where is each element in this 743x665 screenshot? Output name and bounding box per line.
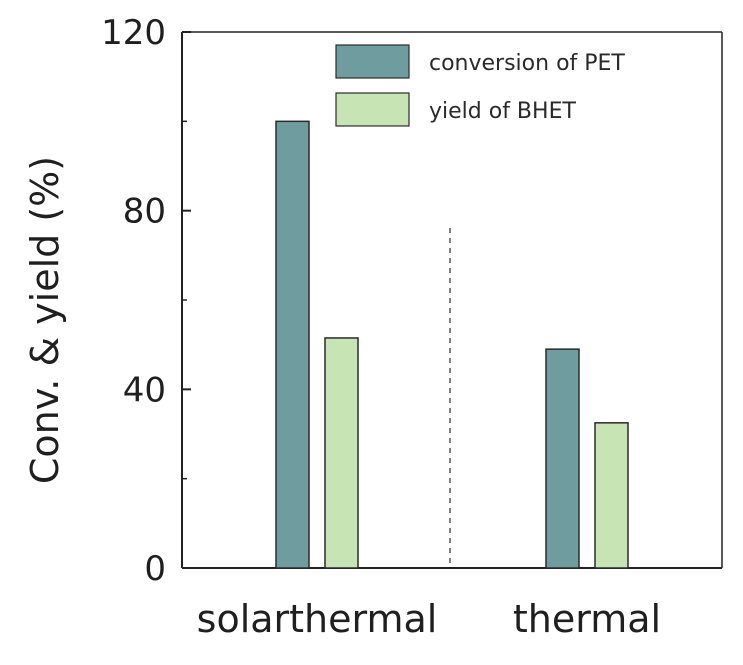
bars [275,120,629,569]
bar-thermal-1 [594,422,629,569]
x-tick-label: solarthermal [197,597,438,641]
y-axis-title: Conv. & yield (%) [23,156,67,484]
bar-solarthermal-1 [324,337,359,569]
legend-swatch [335,92,410,127]
bar-thermal-0 [545,348,580,569]
legend-label: yield of BHET [429,99,576,124]
bar-solarthermal-0 [275,120,310,569]
legend-swatch [335,44,410,79]
axes: 0 40 80 120 solarthermal thermal [101,13,723,641]
y-tick-label: 80 [123,192,166,232]
legend: conversion of PET yield of BHET [335,44,625,127]
y-tick-label: 0 [144,549,166,589]
y-tick-label: 120 [101,13,166,53]
legend-label: conversion of PET [429,51,625,76]
x-tick-label: thermal [513,597,661,641]
y-tick-label: 40 [123,370,166,410]
